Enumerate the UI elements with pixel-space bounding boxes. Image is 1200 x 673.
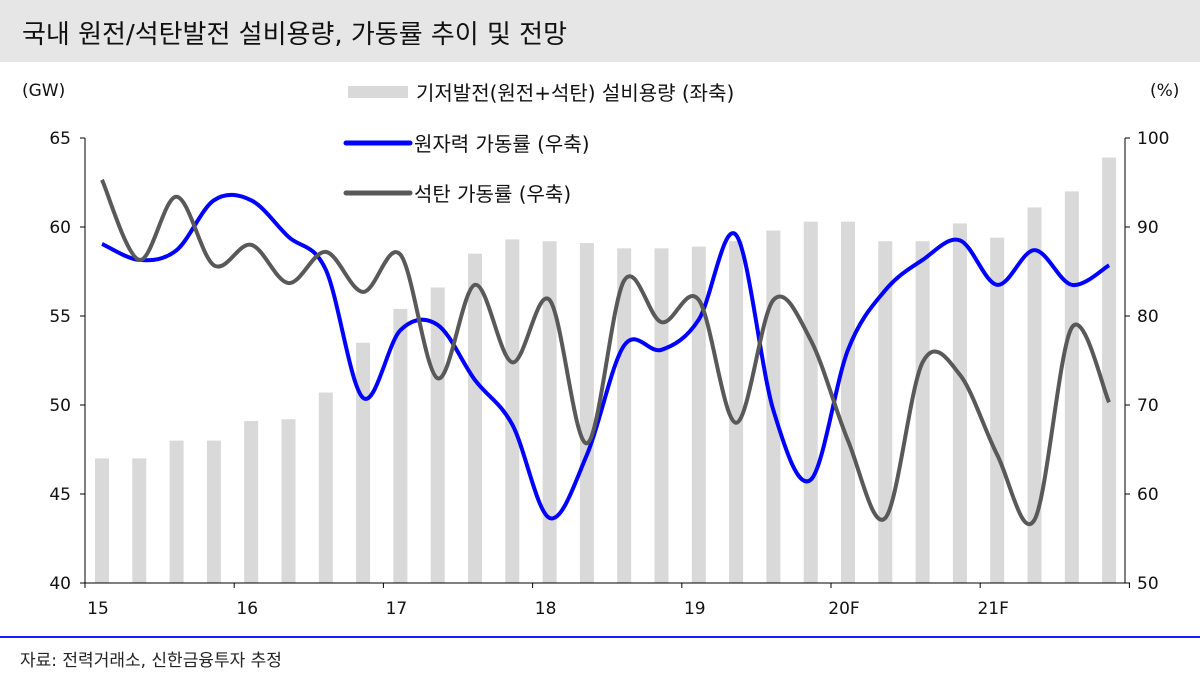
bar	[654, 248, 669, 584]
x-tick-label: 20F	[828, 599, 859, 619]
bar	[841, 221, 855, 583]
bar	[95, 458, 109, 583]
bar	[505, 239, 520, 583]
left-tick-label: 65	[49, 129, 71, 149]
bar	[281, 419, 296, 583]
bar	[132, 458, 147, 583]
bar	[468, 253, 482, 583]
legend-swatch-capacity	[348, 86, 408, 98]
bar	[356, 342, 371, 583]
right-tick-label: 60	[1137, 485, 1159, 505]
bar	[430, 287, 445, 583]
bar	[915, 241, 930, 584]
left-unit-label: (GW)	[22, 81, 65, 101]
left-tick-label: 45	[49, 485, 71, 505]
right-tick-label: 70	[1137, 396, 1159, 416]
bar	[952, 223, 967, 583]
bar	[1027, 207, 1042, 584]
title-bar: 국내 원전/석탄발전 설비용량, 가동률 추이 및 전망	[0, 0, 1200, 62]
bar	[579, 243, 594, 583]
left-tick-label: 55	[49, 307, 71, 327]
coal-utilization-line	[100, 178, 1111, 526]
legend-label-nuclear: 원자력 가동률 (우축)	[414, 132, 590, 156]
bar	[542, 241, 557, 584]
x-tick-label: 19	[684, 599, 706, 619]
bar	[803, 221, 818, 583]
bar	[990, 237, 1005, 583]
bar	[691, 246, 706, 583]
x-tick-label: 17	[386, 599, 408, 619]
divider	[0, 636, 1200, 638]
right-tick-label: 100	[1137, 129, 1169, 149]
x-tick-label: 15	[87, 599, 109, 619]
x-tick-label: 21F	[977, 599, 1008, 619]
bar	[1102, 157, 1117, 583]
chart-title: 국내 원전/석탄발전 설비용량, 가동률 추이 및 전망	[22, 20, 568, 50]
nuclear-utilization-line	[101, 192, 1111, 521]
left-tick-label: 40	[49, 574, 71, 594]
bar	[206, 440, 221, 583]
bar	[729, 241, 744, 584]
x-tick-label: 16	[236, 599, 258, 619]
source-note: 자료: 전력거래소, 신한금융투자 추정	[20, 651, 282, 671]
x-tick-label: 18	[535, 599, 557, 619]
bar	[318, 392, 333, 583]
bar	[878, 241, 893, 584]
legend-label-capacity: 기저발전(원전+석탄) 설비용량 (좌축)	[416, 81, 734, 105]
bar	[244, 421, 259, 583]
right-tick-label: 50	[1137, 574, 1159, 594]
bar	[393, 308, 408, 583]
right-tick-label: 80	[1137, 307, 1159, 327]
bar	[1064, 191, 1079, 583]
bar	[617, 248, 632, 584]
left-tick-label: 50	[49, 396, 71, 416]
bar	[169, 440, 184, 583]
left-tick-label: 60	[49, 218, 71, 238]
right-unit-label: (%)	[1150, 81, 1179, 101]
chart: 40 45 50 55 60 65 50 60 70 80 90 100 (GW) (%) 15 16 17 18…	[22, 81, 1179, 619]
right-tick-label: 90	[1137, 218, 1159, 238]
legend-label-coal: 석탄 가동률 (우축)	[414, 182, 571, 206]
